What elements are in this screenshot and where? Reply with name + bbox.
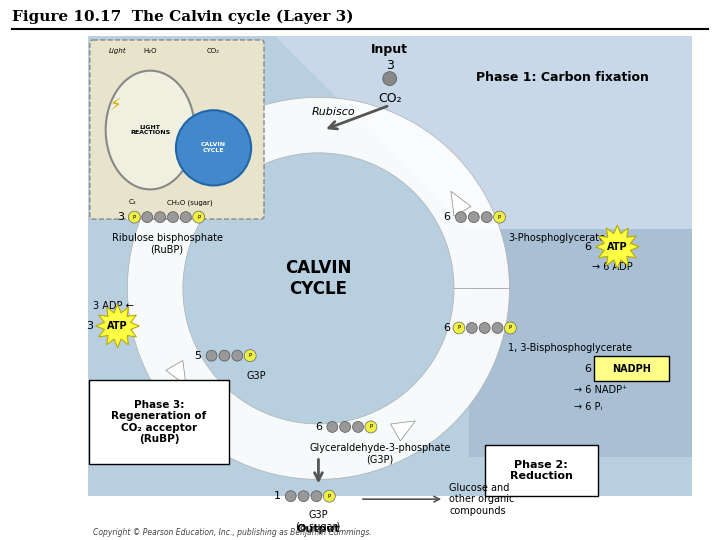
FancyArrowPatch shape [329, 106, 387, 129]
Text: G3P: G3P [246, 370, 266, 381]
Circle shape [456, 212, 467, 222]
Circle shape [480, 322, 490, 333]
Circle shape [311, 491, 322, 502]
Circle shape [232, 350, 243, 361]
Polygon shape [595, 225, 639, 268]
Text: 6: 6 [444, 323, 451, 333]
Text: Output: Output [297, 524, 340, 534]
Text: P: P [457, 326, 461, 330]
Text: P: P [498, 214, 501, 220]
Text: → 6 Pᵢ: → 6 Pᵢ [574, 402, 602, 412]
Text: H₂O: H₂O [143, 48, 157, 54]
Text: 6: 6 [315, 422, 322, 432]
Polygon shape [221, 136, 246, 156]
Text: ATP: ATP [107, 321, 128, 331]
Text: 3-Phosphoglycerate: 3-Phosphoglycerate [508, 233, 606, 243]
Circle shape [340, 422, 351, 433]
Circle shape [206, 350, 217, 361]
Text: 6: 6 [585, 363, 592, 374]
Text: P: P [132, 214, 136, 220]
Circle shape [323, 490, 336, 502]
Text: 1: 1 [274, 491, 280, 501]
Text: C₃: C₃ [129, 199, 136, 205]
FancyBboxPatch shape [89, 380, 230, 463]
Circle shape [383, 72, 397, 85]
Text: Phase 2:
Reduction: Phase 2: Reduction [510, 460, 572, 481]
Text: P: P [328, 494, 331, 498]
Text: P: P [509, 326, 512, 330]
Polygon shape [127, 97, 510, 480]
Circle shape [181, 212, 192, 222]
Text: Light: Light [109, 48, 127, 54]
Circle shape [327, 422, 338, 433]
Text: P: P [197, 214, 200, 220]
Polygon shape [469, 229, 691, 457]
Circle shape [142, 212, 153, 222]
Text: ATP: ATP [607, 242, 628, 252]
Text: Glyceraldehyde-3-phosphate
(G3P): Glyceraldehyde-3-phosphate (G3P) [309, 443, 451, 464]
Text: Copyright © Pearson Education, Inc., publishing as Benjamin Cummings.: Copyright © Pearson Education, Inc., pub… [93, 528, 372, 537]
Circle shape [505, 322, 516, 334]
Text: G3P
(a sugar): G3P (a sugar) [297, 510, 341, 532]
Text: Ribulose bisphosphate
(RuBP): Ribulose bisphosphate (RuBP) [112, 233, 222, 254]
Circle shape [493, 211, 505, 223]
FancyArrowPatch shape [315, 460, 323, 481]
Text: 6: 6 [444, 212, 451, 222]
Circle shape [467, 322, 477, 333]
Text: → 6 ADP: → 6 ADP [592, 261, 632, 272]
Text: Phase 3:
Regeneration of
CO₂ acceptor
(RuBP): Phase 3: Regeneration of CO₂ acceptor (R… [112, 400, 207, 444]
Text: Figure 10.17  The Calvin cycle (Layer 3): Figure 10.17 The Calvin cycle (Layer 3) [12, 9, 354, 24]
Text: 1, 3-Bisphosphoglycerate: 1, 3-Bisphosphoglycerate [508, 343, 632, 353]
Text: P: P [369, 424, 372, 429]
Polygon shape [451, 191, 471, 216]
Polygon shape [166, 361, 186, 386]
Circle shape [481, 212, 492, 222]
Text: Rubisco: Rubisco [312, 107, 355, 117]
Circle shape [298, 491, 309, 502]
Text: 5: 5 [194, 350, 201, 361]
Text: CO₂: CO₂ [378, 92, 402, 105]
FancyBboxPatch shape [485, 445, 598, 496]
FancyBboxPatch shape [593, 356, 669, 381]
Text: CALVIN
CYCLE: CALVIN CYCLE [285, 259, 351, 298]
Text: CH₂O (sugar): CH₂O (sugar) [167, 199, 212, 206]
Polygon shape [390, 421, 415, 441]
Bar [88, 36, 691, 496]
Text: CO₂: CO₂ [207, 48, 220, 54]
Circle shape [193, 211, 204, 223]
Circle shape [244, 350, 256, 362]
Text: Glucose and
other organic
compounds: Glucose and other organic compounds [449, 483, 514, 516]
Text: 3 ADP ←: 3 ADP ← [93, 301, 133, 311]
Text: 3: 3 [86, 321, 93, 331]
Text: P: P [248, 353, 252, 358]
Circle shape [176, 110, 251, 185]
Circle shape [492, 322, 503, 333]
Circle shape [155, 212, 166, 222]
Circle shape [285, 491, 296, 502]
Text: 6: 6 [585, 242, 592, 252]
Circle shape [365, 421, 377, 433]
Ellipse shape [106, 71, 194, 190]
Circle shape [128, 211, 140, 223]
Text: → 6 NADP⁺: → 6 NADP⁺ [574, 386, 627, 395]
Text: Phase 1: Carbon fixation: Phase 1: Carbon fixation [477, 71, 649, 84]
FancyBboxPatch shape [90, 40, 264, 219]
Circle shape [168, 212, 179, 222]
Polygon shape [96, 304, 139, 348]
Circle shape [453, 322, 465, 334]
Text: LIGHT
REACTIONS: LIGHT REACTIONS [130, 125, 171, 136]
Circle shape [469, 212, 480, 222]
Circle shape [219, 350, 230, 361]
Text: Input: Input [372, 43, 408, 56]
Circle shape [353, 422, 364, 433]
Text: ⚡: ⚡ [109, 96, 122, 114]
Text: 3: 3 [117, 212, 124, 222]
Text: 3: 3 [386, 59, 394, 72]
Text: CALVIN
CYCLE: CALVIN CYCLE [201, 143, 226, 153]
Polygon shape [275, 36, 691, 229]
Text: NADPH: NADPH [612, 363, 651, 374]
